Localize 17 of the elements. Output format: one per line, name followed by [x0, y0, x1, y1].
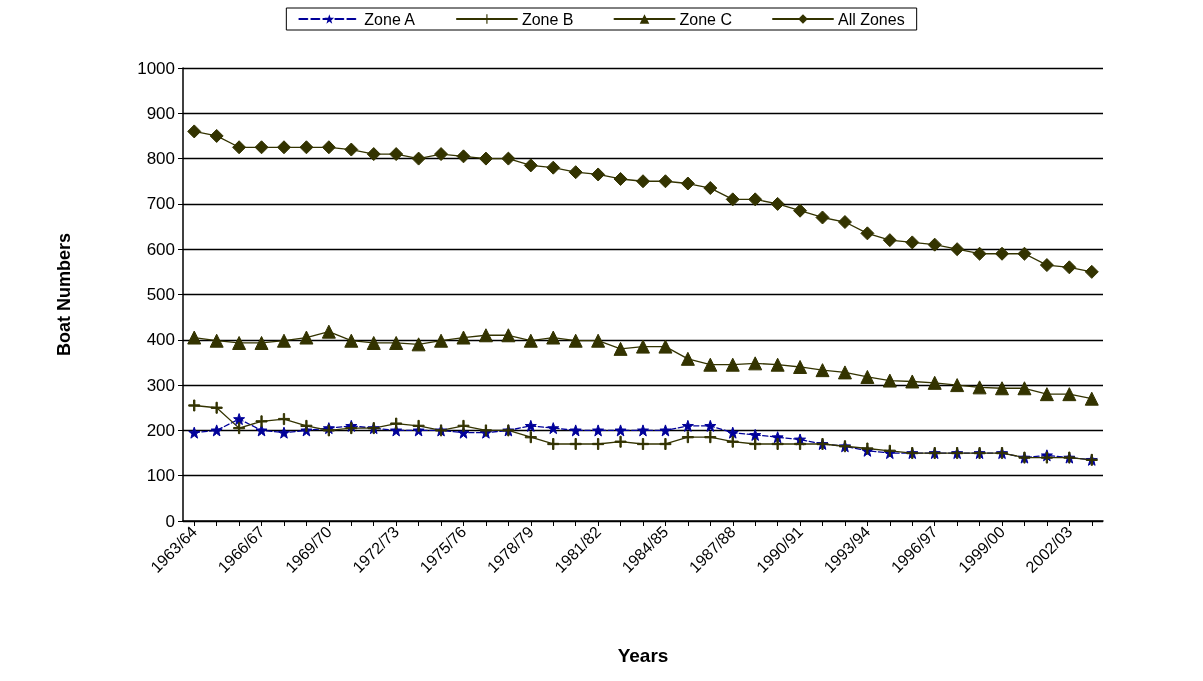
y-tick-label: 700	[146, 194, 175, 214]
y-tick-label: 100	[146, 466, 175, 486]
y-tick-label: 400	[146, 330, 175, 350]
y-tick-label: 500	[146, 285, 175, 304]
y-tick-label: 900	[146, 103, 175, 123]
y-tick-label: 800	[146, 149, 175, 169]
legend-label: Zone A	[364, 10, 416, 28]
y-axis-title: Boat Numbers	[54, 232, 74, 357]
legend-label: Zone B	[521, 10, 574, 28]
legend-label: All Zones	[837, 10, 905, 28]
x-axis-title: Years	[617, 645, 669, 666]
y-tick-label: 600	[146, 239, 175, 259]
y-tick-label: 1000	[137, 58, 175, 78]
legend-label: Zone C	[679, 10, 732, 28]
y-tick-label: 300	[146, 375, 175, 395]
y-tick-label: 0	[165, 511, 175, 531]
y-tick-label: 200	[146, 420, 175, 440]
